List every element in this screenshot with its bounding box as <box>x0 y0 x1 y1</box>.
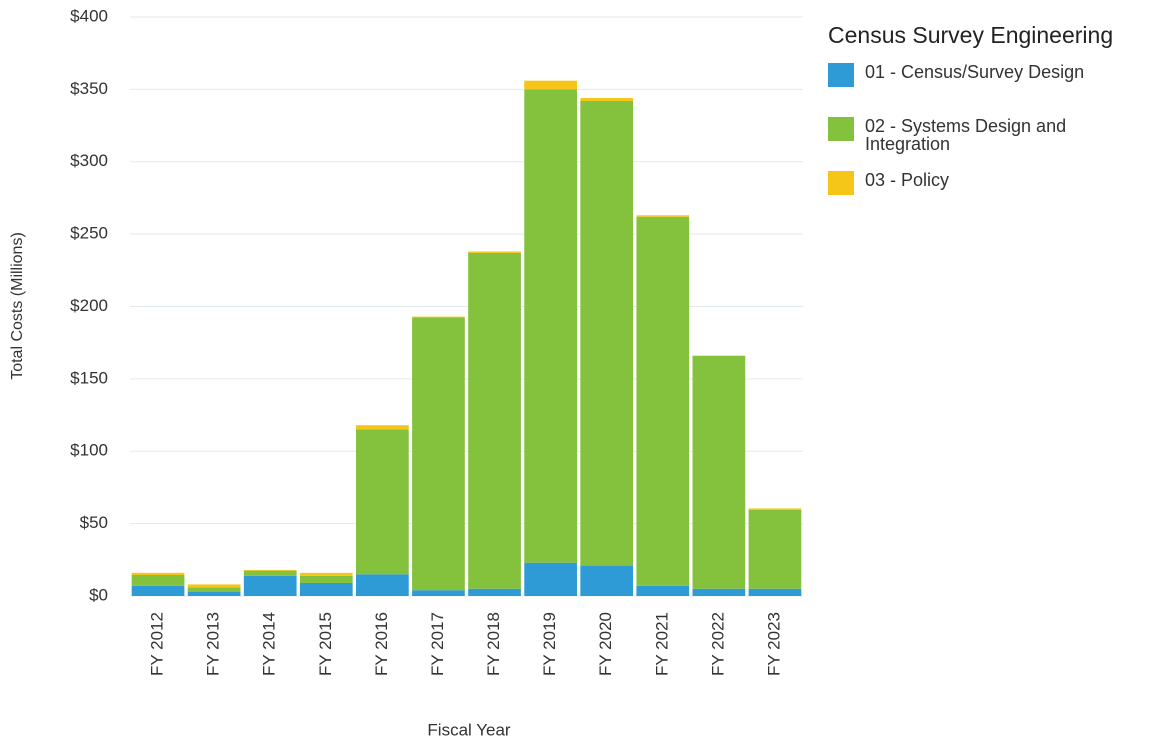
bar-segment <box>243 569 297 571</box>
x-tick-label: FY 2022 <box>708 612 727 676</box>
bar-segment <box>187 587 241 592</box>
legend-label: 01 - Census/Survey Design <box>865 62 1085 82</box>
bar-segment <box>580 98 634 101</box>
bar-segment <box>636 216 690 586</box>
bar-segment <box>748 508 802 510</box>
bar-segment <box>299 582 353 596</box>
x-tick-label: FY 2023 <box>764 612 783 676</box>
legend-swatch <box>828 171 854 195</box>
bar-segment <box>356 425 409 430</box>
x-tick-label: FY 2016 <box>372 612 391 676</box>
bar-segment <box>412 317 465 591</box>
y-tick-label: $150 <box>70 368 108 387</box>
bar-segment <box>468 588 521 596</box>
bar-segment <box>412 316 465 318</box>
y-tick-label: $350 <box>70 79 108 98</box>
y-tick-label: $100 <box>70 441 108 460</box>
x-tick-label: FY 2013 <box>204 612 223 676</box>
x-tick-label: FY 2015 <box>316 612 335 676</box>
bar-segment <box>187 591 241 596</box>
bar-segment <box>131 572 185 576</box>
bar-segment <box>468 252 521 589</box>
bar-segment <box>131 585 185 596</box>
bar-segment <box>636 215 690 217</box>
x-tick-label: FY 2014 <box>260 612 279 676</box>
legend-label: 03 - Policy <box>865 170 950 190</box>
bar-segment <box>524 562 577 596</box>
x-tick-label: FY 2019 <box>540 612 559 676</box>
bar-segment <box>468 251 521 253</box>
bar-segment <box>131 575 185 586</box>
bar-segment <box>299 572 353 576</box>
y-axis-label: Total Costs (Millions) <box>9 232 26 380</box>
bar-segment <box>748 588 802 596</box>
bar-segment <box>299 575 353 583</box>
y-tick-label: $300 <box>70 151 108 170</box>
y-tick-label: $50 <box>80 513 108 532</box>
legend-swatch <box>828 117 854 141</box>
bar-segment <box>580 565 634 596</box>
bar-segment <box>243 570 297 576</box>
bar-segment <box>748 509 802 589</box>
legend-item: 03 - Policy <box>828 171 1168 215</box>
y-tick-label: $400 <box>70 6 108 25</box>
legend-title: Census Survey Engineering <box>828 22 1114 48</box>
bar-segment <box>524 80 577 90</box>
x-tick-label: FY 2017 <box>428 612 447 676</box>
bar-segment <box>356 429 409 575</box>
x-tick-label: FY 2018 <box>484 612 503 676</box>
bar-segment <box>187 584 241 588</box>
legend: Census Survey Engineering 01 - Census/Su… <box>828 22 1168 225</box>
x-tick-label: FY 2020 <box>596 612 615 676</box>
x-axis-label: Fiscal Year <box>427 720 510 739</box>
bar-segment <box>243 575 297 596</box>
legend-item: 01 - Census/Survey Design <box>828 63 1168 107</box>
bar-segment <box>692 588 746 596</box>
bar-segment <box>356 574 409 596</box>
bar-segment <box>412 590 465 596</box>
y-tick-label: $250 <box>70 224 108 243</box>
legend-swatch <box>828 63 854 87</box>
y-tick-label: $0 <box>89 585 108 604</box>
legend-item: 02 - Systems Design and Integration <box>828 117 1168 161</box>
y-tick-label: $200 <box>70 296 108 315</box>
bar-segment <box>580 100 634 566</box>
bar-segment <box>692 355 746 589</box>
legend-label: 02 - Systems Design and Integration <box>865 116 1067 154</box>
x-tick-label: FY 2021 <box>652 612 671 676</box>
bar-segment <box>636 585 690 596</box>
bar-segment <box>524 89 577 563</box>
x-tick-label: FY 2012 <box>148 612 167 676</box>
